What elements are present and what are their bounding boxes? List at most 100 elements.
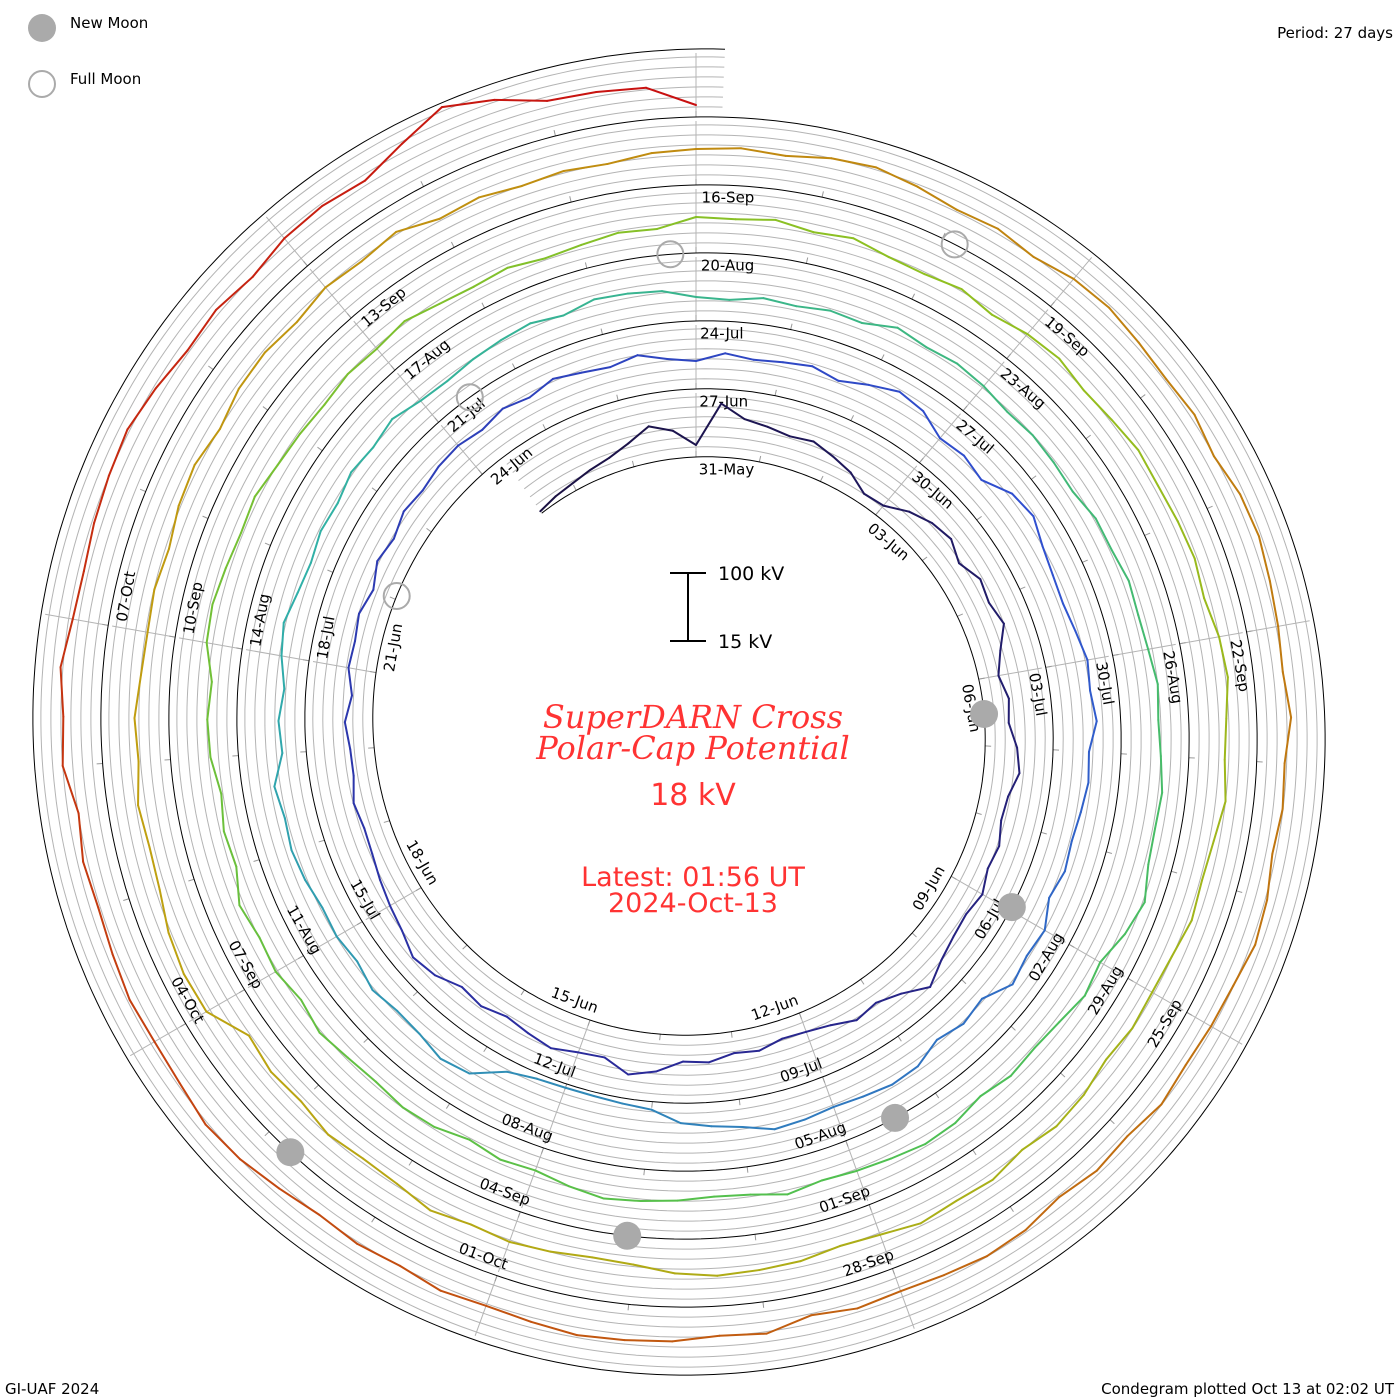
data-segment bbox=[1147, 827, 1157, 866]
data-segment bbox=[774, 218, 815, 234]
spoke-line bbox=[306, 921, 363, 955]
data-segment bbox=[429, 1209, 472, 1226]
data-segment bbox=[1200, 840, 1215, 882]
data-segment bbox=[1151, 955, 1173, 994]
spoke-line bbox=[309, 268, 352, 319]
data-segment bbox=[710, 1125, 744, 1129]
day-tick bbox=[921, 556, 928, 561]
data-segment bbox=[1086, 658, 1092, 692]
data-segment bbox=[950, 538, 961, 565]
data-segment bbox=[300, 998, 321, 1034]
spoke-line bbox=[1186, 1011, 1243, 1045]
data-segment bbox=[591, 1256, 635, 1266]
spoke-line bbox=[245, 649, 310, 662]
day-tick bbox=[481, 302, 486, 309]
spoke-line bbox=[978, 667, 1042, 680]
data-segment bbox=[762, 297, 798, 308]
data-segment bbox=[237, 351, 266, 390]
data-segment bbox=[253, 464, 279, 498]
data-segment bbox=[324, 260, 363, 289]
data-segment bbox=[392, 510, 405, 540]
data-segment bbox=[695, 216, 737, 221]
date-tick-label: 12-Jun bbox=[749, 991, 801, 1025]
data-segment bbox=[980, 983, 1014, 1000]
data-segment bbox=[1271, 808, 1284, 855]
day-tick bbox=[616, 394, 619, 401]
data-segment bbox=[280, 621, 285, 657]
data-segment bbox=[935, 1022, 965, 1041]
new-moon-marker bbox=[613, 1221, 642, 1250]
data-segment bbox=[1137, 341, 1168, 381]
data-segment bbox=[979, 1074, 1012, 1098]
data-segment bbox=[955, 1178, 994, 1202]
data-segment bbox=[1212, 455, 1242, 496]
data-segment bbox=[401, 1106, 436, 1128]
data-segment bbox=[1203, 597, 1221, 638]
day-tick bbox=[520, 989, 525, 996]
day-tick bbox=[420, 181, 425, 187]
grid-spiral bbox=[60, 76, 1298, 1348]
data-segment bbox=[940, 935, 955, 962]
data-segment bbox=[660, 290, 697, 298]
day-tick bbox=[631, 460, 635, 467]
data-segment bbox=[1016, 746, 1021, 775]
data-segment bbox=[1083, 961, 1102, 997]
data-segment bbox=[575, 1334, 626, 1342]
data-segment bbox=[501, 396, 531, 410]
data-segment bbox=[564, 1086, 595, 1097]
data-segment bbox=[321, 179, 367, 207]
data-segment bbox=[1007, 772, 1021, 798]
data-segment bbox=[300, 1100, 330, 1136]
data-segment bbox=[1043, 896, 1051, 932]
data-segment bbox=[1089, 689, 1098, 723]
spoke-line bbox=[45, 613, 109, 626]
data-segment bbox=[981, 867, 989, 896]
data-segment bbox=[960, 288, 994, 316]
data-segment bbox=[343, 694, 353, 724]
data-segment bbox=[1105, 1027, 1134, 1061]
data-segment bbox=[1063, 840, 1073, 873]
data-segment bbox=[1041, 545, 1054, 577]
day-tick bbox=[202, 515, 209, 519]
data-segment bbox=[527, 1032, 552, 1050]
data-segment bbox=[1223, 717, 1228, 761]
data-segment bbox=[962, 997, 983, 1025]
data-segment bbox=[148, 846, 161, 891]
data-segment bbox=[222, 830, 238, 868]
day-tick bbox=[975, 812, 982, 815]
data-segment bbox=[534, 1169, 570, 1188]
data-segment bbox=[193, 427, 221, 466]
data-segment bbox=[335, 935, 359, 963]
day-tick bbox=[875, 509, 880, 516]
data-segment bbox=[595, 86, 648, 94]
data-segment bbox=[309, 530, 322, 564]
day-tick bbox=[850, 415, 854, 421]
data-segment bbox=[418, 1032, 442, 1060]
day-tick bbox=[1236, 890, 1243, 893]
data-segment bbox=[896, 326, 928, 349]
data-segment bbox=[562, 162, 609, 172]
data-segment bbox=[206, 680, 213, 721]
data-segment bbox=[1052, 461, 1074, 493]
day-tick bbox=[919, 457, 924, 464]
data-segment bbox=[376, 537, 395, 563]
data-segment bbox=[1074, 630, 1089, 661]
data-segment bbox=[273, 785, 286, 820]
date-tick-label: 07-Oct bbox=[113, 570, 140, 623]
data-segment bbox=[765, 1314, 813, 1335]
data-segment bbox=[239, 1158, 281, 1190]
data-segment bbox=[589, 456, 611, 471]
data-segment bbox=[938, 437, 966, 457]
data-segment bbox=[695, 352, 727, 362]
data-segment bbox=[251, 237, 286, 278]
data-segment bbox=[1137, 449, 1159, 487]
data-segment bbox=[480, 1005, 508, 1018]
data-segment bbox=[1176, 520, 1196, 560]
data-segment bbox=[784, 154, 833, 160]
day-tick bbox=[1106, 851, 1113, 854]
moon-markers bbox=[276, 230, 1026, 1250]
data-segment bbox=[891, 1065, 919, 1086]
date-tick-label: 27-Jun bbox=[699, 393, 748, 411]
data-segment bbox=[343, 721, 352, 751]
data-segment bbox=[1281, 762, 1286, 811]
